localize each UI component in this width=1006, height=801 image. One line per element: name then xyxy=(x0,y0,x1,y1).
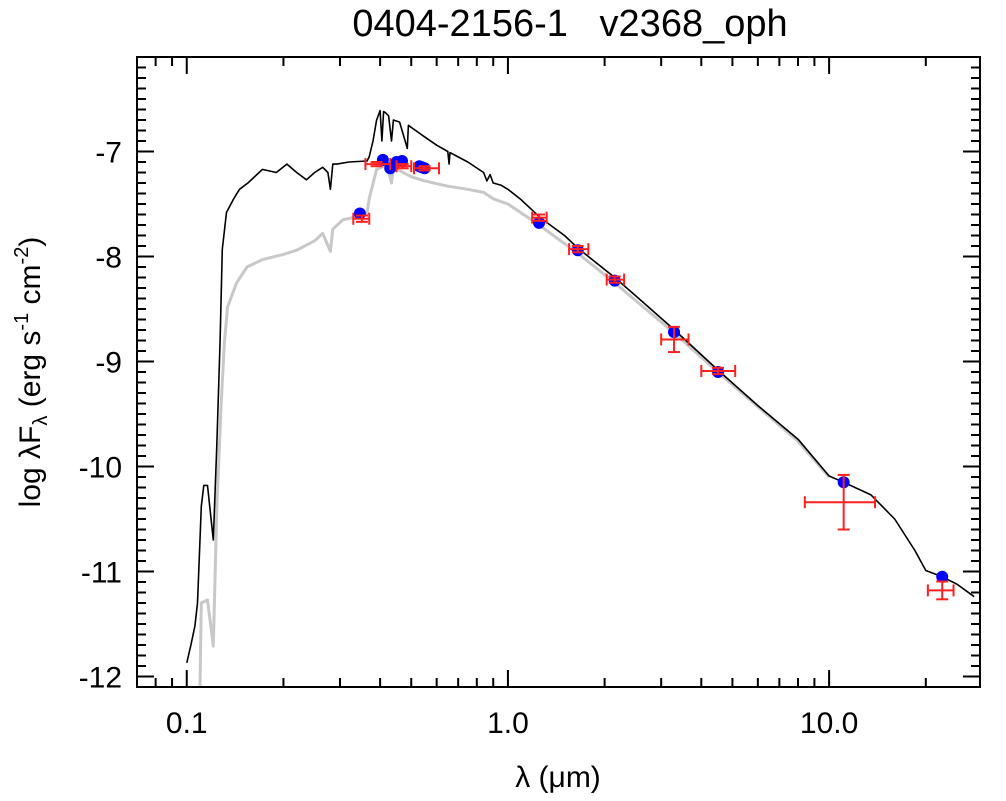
x-tick-label: 1.0 xyxy=(487,707,529,740)
x-tick-label: 10.0 xyxy=(800,707,858,740)
reddened-model-line xyxy=(198,163,831,687)
y-label-sup: -2 xyxy=(11,247,33,265)
y-tick-label: -8 xyxy=(95,242,122,275)
observed-point xyxy=(700,364,737,377)
chart-title: 0404-2156-1 v2368_oph xyxy=(352,3,787,45)
y-label-part: log λF xyxy=(14,426,47,508)
y-label-part: cm xyxy=(14,264,47,312)
observed-point xyxy=(352,212,371,225)
model-point xyxy=(936,570,949,583)
observed-point xyxy=(803,473,877,531)
observed-point xyxy=(926,580,955,601)
y-tick-label: -9 xyxy=(95,347,122,380)
observed-point xyxy=(364,158,392,171)
model-line xyxy=(186,109,975,663)
observed-point xyxy=(605,273,626,286)
observed-point xyxy=(413,162,440,175)
x-axis-label: λ (μm) xyxy=(515,761,601,794)
observed-point xyxy=(531,211,548,224)
y-tick-label: -11 xyxy=(81,557,122,590)
y-tick-label: -12 xyxy=(79,662,122,695)
y-axis-label: log λFλ (erg s-1 cm-2) xyxy=(11,237,52,508)
y-tick-label: -7 xyxy=(95,137,122,170)
y-label-part: (erg s xyxy=(14,331,47,416)
x-tick-label: 0.1 xyxy=(166,707,208,740)
observed-point xyxy=(660,325,690,354)
y-label-sub: λ xyxy=(30,416,52,426)
y-tick-label: -10 xyxy=(79,452,122,485)
observed-point xyxy=(395,160,413,173)
observed-point xyxy=(568,243,590,256)
model-point xyxy=(353,207,366,220)
y-label-sup: -1 xyxy=(11,313,33,331)
y-label-part: ) xyxy=(14,237,47,247)
plot-frame xyxy=(136,56,981,688)
